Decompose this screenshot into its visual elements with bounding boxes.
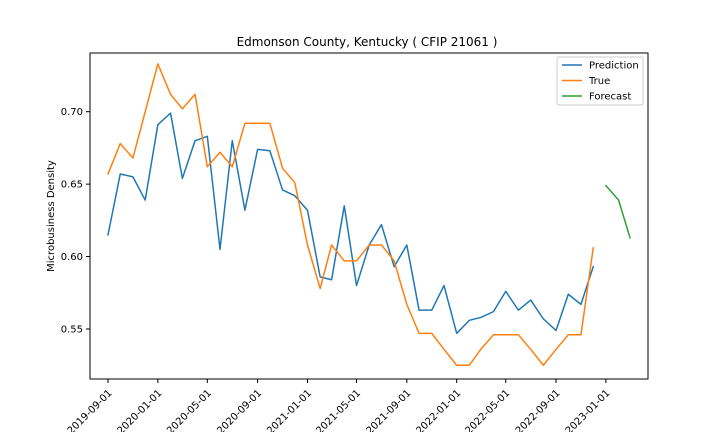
x-tick-label: 2020-05-01 [165,388,214,432]
legend-label-prediction: Prediction [589,61,639,72]
x-tick-label: 2022-05-01 [464,388,513,432]
y-tick-label: 0.70 [61,107,83,118]
legend-label-forecast: Forecast [589,92,631,103]
x-tick-label: 2021-01-01 [265,388,314,432]
chart-title: Edmonson County, Kentucky ( CFIP 21061 ) [237,35,498,49]
y-axis: 0.55 0.60 0.65 0.70 [61,107,90,336]
x-tick-label: 2020-09-01 [215,388,264,432]
y-tick-label: 0.55 [61,325,83,336]
x-tick-label: 2021-05-01 [314,388,363,432]
y-tick-label: 0.65 [61,180,83,191]
x-tick-label: 2021-09-01 [365,388,414,432]
legend-label-true: True [588,76,610,87]
legend: Prediction True Forecast [556,56,644,106]
x-tick-label: 2020-01-01 [116,388,165,432]
x-axis: 2019-09-01 2020-01-01 2020-05-01 2020-09-01… [66,379,613,432]
x-tick-label: 2022-01-01 [414,388,463,432]
series-line-forecast [604,184,631,239]
series-line-true [107,63,595,366]
legend-box [556,56,644,106]
series-layer [107,63,631,366]
x-tick-label: 2022-09-01 [514,388,563,432]
x-tick-label: 2019-09-01 [66,388,115,432]
y-axis-label: Microbusiness Density [46,160,57,272]
x-tick-label: 2023-01-01 [564,388,613,432]
series-line-prediction [107,112,595,335]
y-tick-label: 0.60 [61,252,83,263]
